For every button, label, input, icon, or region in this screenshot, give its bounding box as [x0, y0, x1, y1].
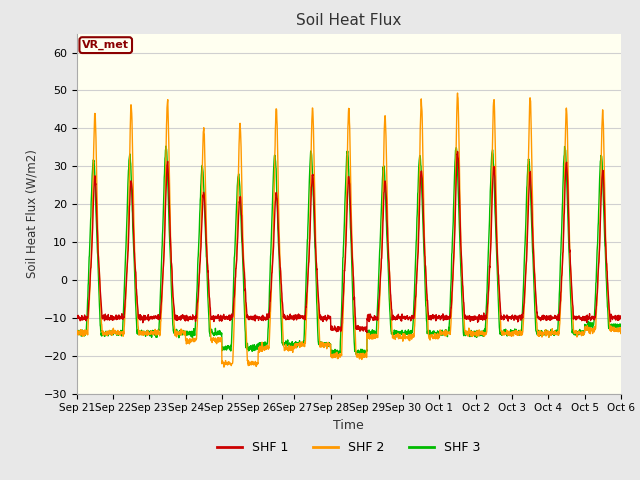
SHF 2	[376, 274, 384, 279]
SHF 3	[73, 330, 81, 336]
SHF 3	[162, 143, 170, 149]
SHF 1	[73, 314, 81, 320]
SHF 1	[584, 314, 592, 320]
SHF 2	[570, 322, 577, 327]
SHF 1	[508, 316, 515, 322]
SHF 1	[225, 313, 232, 319]
Line: SHF 3: SHF 3	[77, 146, 621, 355]
SHF 3	[225, 343, 232, 349]
SHF 3	[365, 328, 372, 334]
SHF 1	[617, 314, 625, 320]
SHF 1	[363, 330, 371, 336]
SHF 3	[584, 318, 592, 324]
SHF 2	[73, 332, 81, 337]
SHF 3	[377, 223, 385, 229]
Text: VR_met: VR_met	[82, 40, 129, 50]
SHF 2	[225, 361, 232, 367]
SHF 2	[220, 364, 228, 370]
SHF 1	[570, 308, 577, 313]
Y-axis label: Soil Heat Flux (W/m2): Soil Heat Flux (W/m2)	[25, 149, 38, 278]
SHF 3	[617, 330, 625, 336]
Line: SHF 2: SHF 2	[77, 93, 621, 367]
SHF 2	[617, 331, 625, 336]
SHF 2	[365, 332, 372, 338]
X-axis label: Time: Time	[333, 419, 364, 432]
SHF 1	[376, 274, 384, 280]
Title: Soil Heat Flux: Soil Heat Flux	[296, 13, 401, 28]
SHF 3	[570, 330, 577, 336]
SHF 3	[332, 352, 339, 358]
Legend: SHF 1, SHF 2, SHF 3: SHF 1, SHF 2, SHF 3	[212, 436, 486, 459]
SHF 1	[365, 313, 372, 319]
SHF 3	[508, 330, 515, 336]
Line: SHF 1: SHF 1	[77, 152, 621, 333]
SHF 2	[508, 330, 515, 336]
SHF 2	[454, 90, 461, 96]
SHF 2	[584, 326, 592, 332]
SHF 1	[454, 149, 461, 155]
